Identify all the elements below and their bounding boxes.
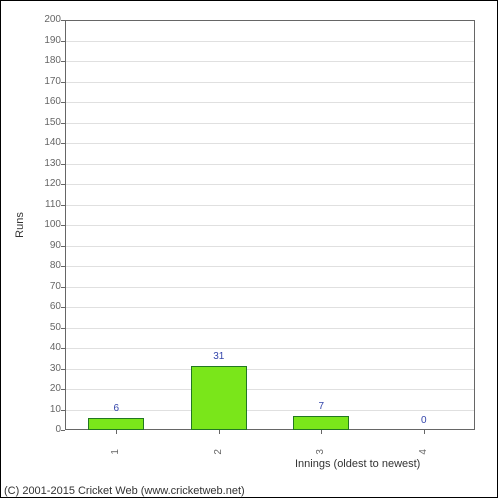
gridline: [65, 369, 475, 370]
y-tick-mark: [61, 246, 65, 247]
y-tick-label: 140: [31, 138, 61, 148]
y-tick-label: 100: [31, 220, 61, 230]
gridline: [65, 287, 475, 288]
y-tick-label: 180: [31, 56, 61, 66]
gridline: [65, 82, 475, 83]
gridline: [65, 184, 475, 185]
y-tick-label: 190: [31, 36, 61, 46]
y-tick-label: 200: [31, 15, 61, 25]
y-tick-mark: [61, 123, 65, 124]
gridline: [65, 225, 475, 226]
gridline: [65, 123, 475, 124]
bar-value-label: 6: [96, 404, 136, 414]
y-tick-label: 80: [31, 261, 61, 271]
gridline: [65, 246, 475, 247]
gridline: [65, 61, 475, 62]
y-tick-mark: [61, 82, 65, 83]
copyright-footer: (C) 2001-2015 Cricket Web (www.cricketwe…: [4, 485, 245, 497]
y-tick-label: 20: [31, 384, 61, 394]
gridline: [65, 143, 475, 144]
y-tick-label: 10: [31, 405, 61, 415]
y-tick-label: 130: [31, 159, 61, 169]
x-tick-mark: [321, 430, 322, 434]
y-tick-mark: [61, 61, 65, 62]
y-tick-mark: [61, 41, 65, 42]
gridline: [65, 328, 475, 329]
y-tick-mark: [61, 143, 65, 144]
gridline: [65, 41, 475, 42]
y-tick-mark: [61, 430, 65, 431]
y-tick-label: 60: [31, 302, 61, 312]
y-tick-mark: [61, 102, 65, 103]
x-tick-mark: [424, 430, 425, 434]
y-tick-mark: [61, 164, 65, 165]
gridline: [65, 266, 475, 267]
plot-area: [65, 20, 475, 430]
y-tick-mark: [61, 389, 65, 390]
y-tick-label: 0: [31, 425, 61, 435]
y-tick-label: 120: [31, 179, 61, 189]
x-tick-mark: [219, 430, 220, 434]
bar-value-label: 7: [301, 402, 341, 412]
x-axis-label: Innings (oldest to newest): [295, 458, 420, 470]
y-tick-mark: [61, 205, 65, 206]
y-tick-mark: [61, 307, 65, 308]
y-tick-label: 170: [31, 77, 61, 87]
y-tick-label: 90: [31, 241, 61, 251]
gridline: [65, 20, 475, 21]
gridline: [65, 348, 475, 349]
y-tick-label: 160: [31, 97, 61, 107]
x-tick-label: 2: [214, 449, 224, 469]
y-tick-mark: [61, 184, 65, 185]
y-tick-label: 70: [31, 282, 61, 292]
bar: [191, 366, 247, 430]
gridline: [65, 389, 475, 390]
y-tick-mark: [61, 20, 65, 21]
bar-value-label: 0: [404, 416, 444, 426]
y-tick-label: 110: [31, 200, 61, 210]
bar: [88, 418, 144, 430]
gridline: [65, 205, 475, 206]
y-tick-mark: [61, 410, 65, 411]
chart-container: 0102030405060708090100110120130140150160…: [0, 0, 500, 500]
y-tick-label: 40: [31, 343, 61, 353]
y-tick-mark: [61, 266, 65, 267]
y-tick-mark: [61, 348, 65, 349]
y-axis-label: Runs: [14, 212, 26, 238]
x-tick-label: 1: [111, 449, 121, 469]
bar-value-label: 31: [199, 352, 239, 362]
y-tick-label: 30: [31, 364, 61, 374]
gridline: [65, 102, 475, 103]
y-tick-mark: [61, 287, 65, 288]
bar: [293, 416, 349, 430]
y-tick-label: 150: [31, 118, 61, 128]
y-tick-mark: [61, 225, 65, 226]
y-tick-mark: [61, 369, 65, 370]
gridline: [65, 307, 475, 308]
gridline: [65, 164, 475, 165]
y-tick-label: 50: [31, 323, 61, 333]
x-tick-mark: [116, 430, 117, 434]
y-tick-mark: [61, 328, 65, 329]
